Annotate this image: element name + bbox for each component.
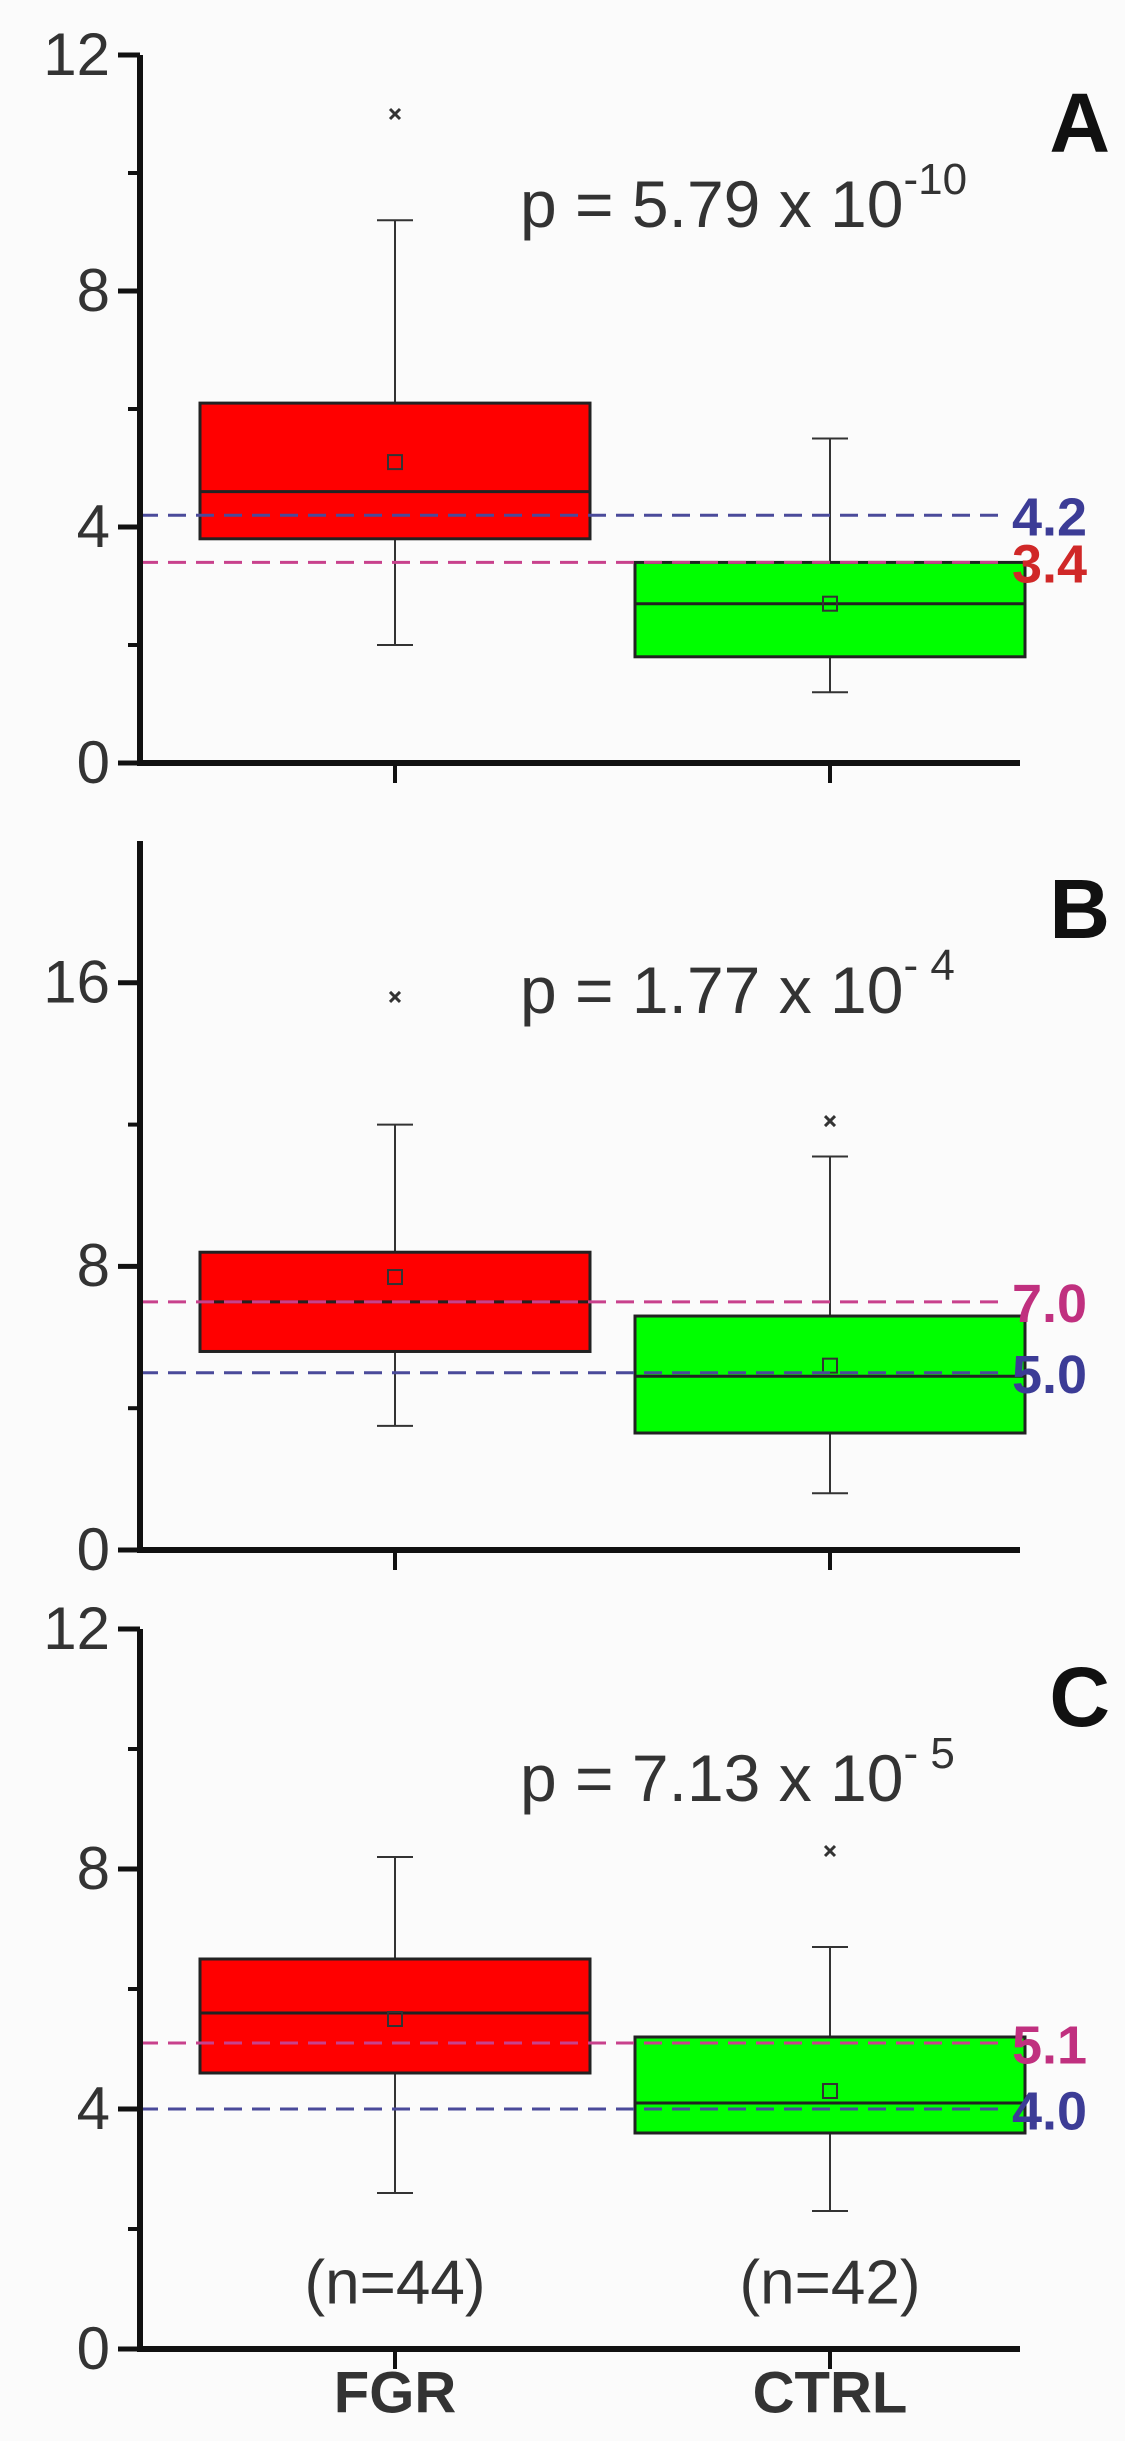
- p-value: p = 1.77 x 10- 4: [520, 941, 955, 1028]
- outlier: [823, 1114, 837, 1128]
- box: [633, 1314, 1027, 1435]
- panel-label: A: [1049, 76, 1110, 170]
- p-value-exponent: - 5: [903, 1729, 954, 1778]
- y-tick-label: 4: [77, 2075, 110, 2142]
- y-tick-label: 8: [77, 257, 110, 324]
- outlier: [823, 1844, 837, 1858]
- y-tick-label: 8: [77, 1835, 110, 1902]
- n-label: (n=44): [305, 2248, 486, 2317]
- reference-label: 3.4: [1012, 535, 1087, 595]
- y-tick-label: 0: [77, 2315, 110, 2382]
- p-value-text: p = 1.77 x 10: [520, 953, 903, 1027]
- mean-marker: [387, 1269, 403, 1286]
- reference-label: 5.0: [1012, 1345, 1087, 1405]
- box: [633, 560, 1027, 659]
- reference-label: 5.1: [1012, 2015, 1087, 2075]
- p-value: p = 5.79 x 10-10: [520, 155, 967, 242]
- y-tick-label: 12: [43, 1595, 110, 1662]
- p-value: p = 7.13 x 10- 5: [520, 1729, 955, 1816]
- y-tick-label: 12: [43, 21, 110, 88]
- outlier: [388, 990, 402, 1004]
- p-value-text: p = 5.79 x 10: [520, 167, 903, 241]
- box: [198, 401, 592, 541]
- reference-label: 4.2: [1012, 487, 1087, 547]
- p-value-exponent: -10: [903, 155, 967, 204]
- y-tick-label: 4: [77, 493, 110, 560]
- outlier: [388, 107, 402, 121]
- mean-marker: [387, 2011, 403, 2027]
- y-tick-label: 0: [77, 729, 110, 796]
- box: [198, 1957, 592, 2075]
- x-tick-label: CTRL: [753, 2360, 908, 2425]
- mean-marker: [387, 454, 403, 471]
- x-tick-label: FGR: [334, 2360, 456, 2425]
- y-tick-label: 8: [77, 1232, 110, 1299]
- y-tick-label: 16: [43, 949, 110, 1016]
- p-value-text: p = 7.13 x 10: [520, 1741, 903, 1815]
- mean-marker: [822, 2083, 838, 2099]
- y-tick-label: 0: [77, 1516, 110, 1583]
- reference-label: 4.0: [1012, 2081, 1087, 2141]
- mean-marker: [822, 595, 838, 612]
- n-label: (n=42): [740, 2248, 921, 2317]
- panel-label: C: [1049, 1650, 1110, 1744]
- panel-label: B: [1049, 862, 1110, 956]
- reference-label: 7.0: [1012, 1274, 1087, 1334]
- p-value-exponent: - 4: [903, 941, 954, 990]
